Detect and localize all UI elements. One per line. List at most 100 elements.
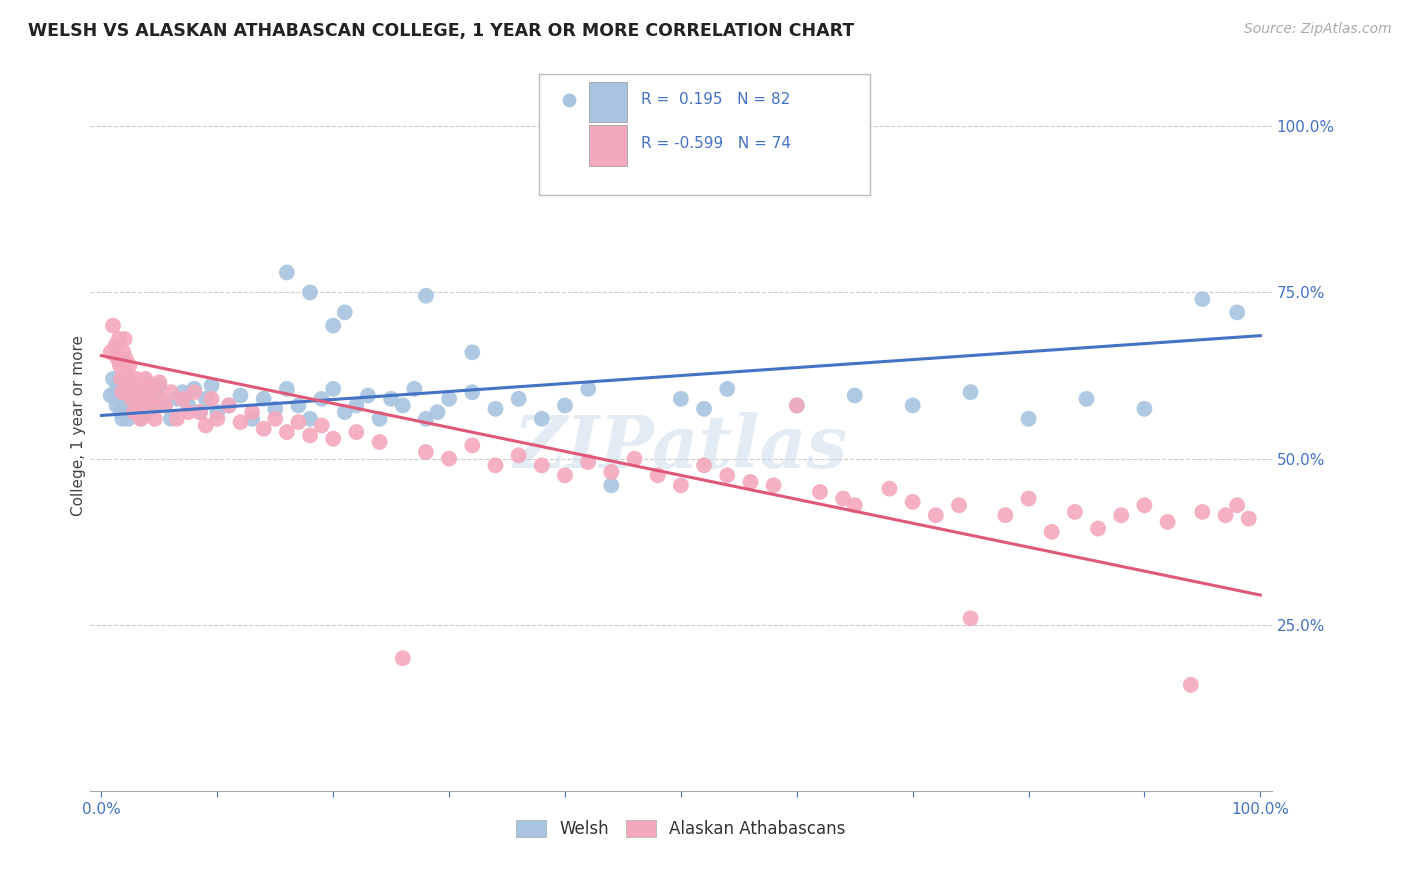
Point — [139, 385, 162, 400]
Point — [600, 478, 623, 492]
Point — [623, 451, 645, 466]
Point — [1215, 508, 1237, 523]
Point — [129, 411, 152, 425]
Point — [311, 392, 333, 406]
Point — [322, 382, 344, 396]
Point — [166, 392, 188, 406]
Point — [600, 465, 623, 479]
Point — [530, 458, 553, 473]
Point — [118, 359, 141, 373]
Point — [142, 399, 165, 413]
Point — [177, 399, 200, 413]
Point — [716, 468, 738, 483]
Point — [153, 399, 176, 413]
Point — [461, 385, 484, 400]
Point — [264, 411, 287, 425]
Point — [188, 405, 211, 419]
Point — [229, 388, 252, 402]
Point — [404, 382, 426, 396]
Point — [287, 399, 309, 413]
Point — [786, 399, 808, 413]
Point — [114, 372, 136, 386]
Point — [146, 388, 169, 402]
Point — [322, 432, 344, 446]
Point — [132, 392, 155, 406]
Point — [299, 428, 322, 442]
Point — [172, 392, 194, 406]
Point — [122, 405, 145, 419]
Point — [141, 399, 163, 413]
Point — [240, 411, 263, 425]
Point — [1018, 411, 1040, 425]
Point — [128, 399, 150, 413]
Point — [148, 378, 170, 392]
Point — [380, 392, 402, 406]
Point — [1191, 505, 1213, 519]
Point — [1087, 522, 1109, 536]
Point — [762, 478, 785, 492]
Point — [172, 385, 194, 400]
Point — [100, 345, 122, 359]
Point — [136, 405, 159, 419]
Point — [128, 385, 150, 400]
Point — [148, 375, 170, 389]
Point — [188, 405, 211, 419]
Point — [111, 385, 134, 400]
Text: R =  0.195   N = 82: R = 0.195 N = 82 — [641, 93, 790, 107]
Point — [461, 345, 484, 359]
Point — [129, 411, 152, 425]
Point — [117, 411, 139, 425]
Point — [554, 468, 576, 483]
Point — [108, 378, 131, 392]
Point — [108, 332, 131, 346]
Point — [415, 289, 437, 303]
Point — [276, 425, 298, 439]
Point — [253, 392, 276, 406]
Point — [415, 411, 437, 425]
Point — [207, 405, 229, 419]
Point — [1040, 524, 1063, 539]
Point — [143, 411, 166, 425]
Point — [576, 455, 599, 469]
Point — [576, 382, 599, 396]
Point — [160, 411, 183, 425]
Point — [391, 399, 413, 413]
Point — [925, 508, 948, 523]
Point — [100, 388, 122, 402]
Point — [786, 399, 808, 413]
Point — [118, 388, 141, 402]
Point — [194, 392, 217, 406]
Point — [959, 611, 981, 625]
Point — [117, 385, 139, 400]
Point — [121, 392, 143, 406]
Point — [647, 468, 669, 483]
Point — [368, 411, 391, 425]
FancyBboxPatch shape — [589, 126, 627, 166]
Point — [183, 385, 205, 400]
Point — [1226, 498, 1249, 512]
Point — [146, 388, 169, 402]
Point — [183, 382, 205, 396]
Point — [1180, 678, 1202, 692]
Point — [333, 305, 356, 319]
Point — [287, 415, 309, 429]
Point — [218, 399, 240, 413]
Point — [132, 385, 155, 400]
Point — [437, 392, 460, 406]
Point — [111, 411, 134, 425]
Point — [669, 392, 692, 406]
Point — [322, 318, 344, 333]
Point — [229, 415, 252, 429]
Point — [299, 285, 322, 300]
Text: ZIPatlas: ZIPatlas — [513, 412, 848, 483]
Point — [357, 388, 380, 402]
FancyBboxPatch shape — [538, 74, 870, 195]
Point — [115, 368, 138, 383]
Point — [104, 385, 127, 400]
Point — [1133, 498, 1156, 512]
Point — [200, 378, 222, 392]
Point — [994, 508, 1017, 523]
Point — [160, 385, 183, 400]
Point — [484, 401, 506, 416]
Point — [153, 399, 176, 413]
